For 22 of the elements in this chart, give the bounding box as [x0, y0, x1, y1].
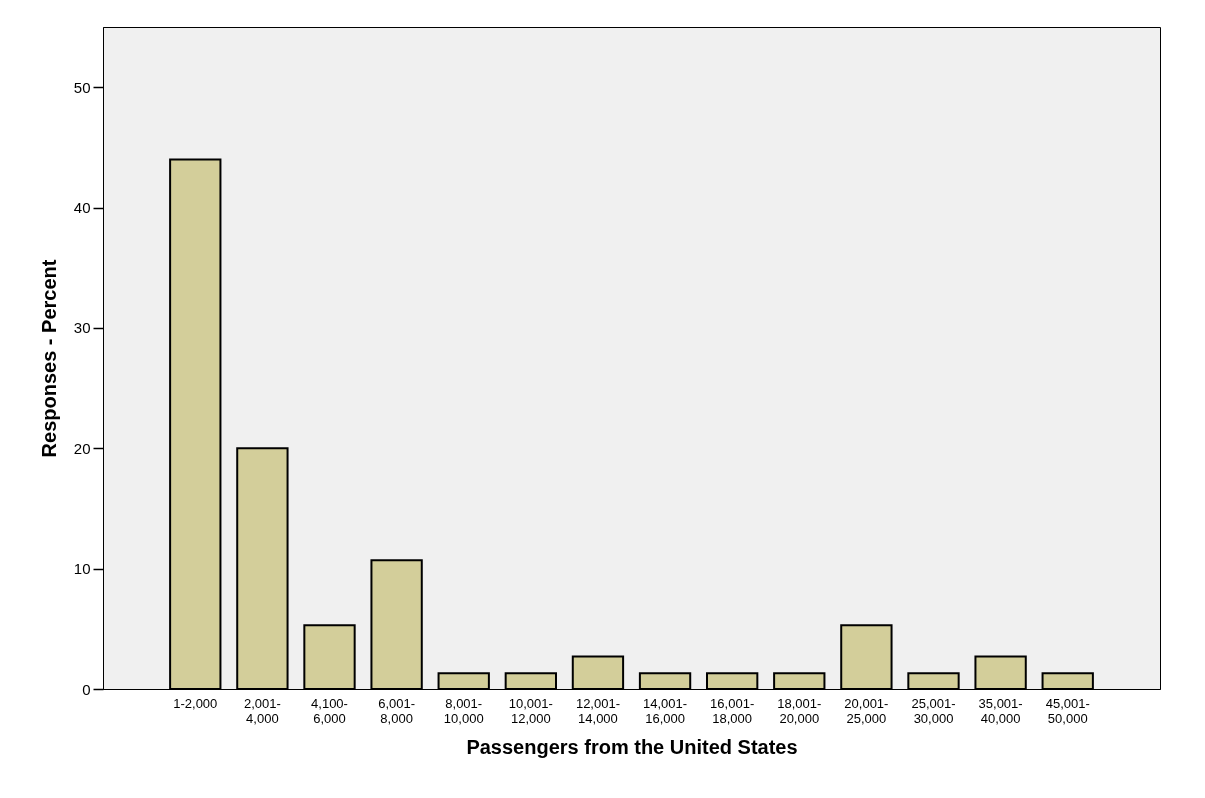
- x-tick-label: 1-2,000: [173, 695, 218, 711]
- x-axis-title: Passengers from the United States: [466, 735, 798, 758]
- x-tick-label: 16,001- 18,000: [710, 695, 755, 726]
- x-tick-label: 2,001- 4,000: [243, 695, 281, 726]
- x-tick-label: 6,001- 8,000: [378, 695, 416, 726]
- y-tick-label: 10: [73, 560, 91, 578]
- y-tick-label: 30: [73, 319, 91, 337]
- y-tick-label: 0: [82, 680, 91, 698]
- x-tick-label: 4,100- 6,000: [311, 695, 348, 726]
- x-tick-label: 25,001- 30,000: [911, 695, 956, 726]
- y-axis-title: Responses - Percent: [37, 259, 60, 458]
- x-tick-label: 20,001- 25,000: [844, 695, 889, 726]
- x-tick-label: 12,001- 14,000: [575, 695, 620, 726]
- y-tick-label: 20: [73, 439, 91, 457]
- x-tick-label: 18,001- 20,000: [777, 695, 822, 726]
- x-tick-label: 10,001- 12,000: [508, 695, 553, 726]
- x-tick-label: 8,001- 10,000: [443, 695, 484, 726]
- y-tick-label: 50: [73, 78, 91, 96]
- x-tick-label: 35,001- 40,000: [978, 695, 1023, 726]
- x-tick-label: 45,001- 50,000: [1045, 695, 1090, 726]
- y-tick-label: 40: [73, 199, 91, 217]
- x-tick-label: 14,001- 16,000: [643, 695, 688, 726]
